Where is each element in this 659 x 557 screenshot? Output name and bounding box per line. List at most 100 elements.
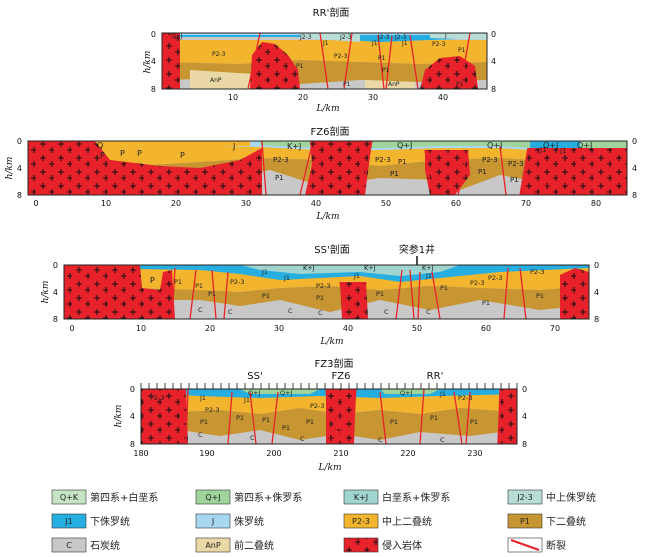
unit-label: P1 <box>378 55 386 62</box>
unit-label: Q+J <box>397 141 412 150</box>
legend-label: 下二叠统 <box>546 515 586 528</box>
y-tick-label: 4 <box>632 164 637 173</box>
unit-label: P1 <box>390 418 398 426</box>
unit-label: P <box>100 151 105 160</box>
legend-item-j23: J2-3 中上侏罗统 <box>507 489 596 505</box>
legend-item-p23: P2-3 中上二叠统 <box>343 513 432 529</box>
x-tick-label: 180 <box>133 449 148 458</box>
unit-label: P2-3 <box>273 156 289 164</box>
x-tick-label: 70 <box>521 199 531 208</box>
y-tick-label: 8 <box>151 85 156 94</box>
unit-label: AnP <box>388 81 400 88</box>
y-tick-label: 4 <box>53 288 58 297</box>
axes: 0 4 8 0 4 8 10 20 30 40 L/km h/km <box>143 30 496 114</box>
y-tick-label: 8 <box>632 191 637 200</box>
unit-label: C <box>198 306 203 314</box>
unit-label: Q+J <box>171 33 183 40</box>
legend-symbol: Q+K <box>60 493 79 502</box>
legend-symbol: Q+J <box>205 493 220 502</box>
unit-label: J1 <box>243 396 250 404</box>
unit-label: P1 <box>275 174 284 182</box>
unit-label: K+J <box>303 264 315 272</box>
unit-label: P2-3 <box>482 156 498 164</box>
unit-label: J1 <box>559 147 567 155</box>
unit-label: C <box>426 308 431 316</box>
unit-label: P1 <box>262 292 270 300</box>
legend-label: 中上二叠统 <box>382 515 432 528</box>
y-tick-label: 8 <box>53 315 58 324</box>
y-axis-label: h/km <box>41 281 51 304</box>
legend-symbol: J2-3 <box>516 493 532 502</box>
unit-label: P1 <box>458 47 466 54</box>
unit-label: P1 <box>382 67 390 74</box>
x-tick-label: 0 <box>33 199 38 208</box>
well-label: 突参1井 <box>399 243 435 256</box>
y-tick-label: 0 <box>594 261 599 270</box>
x-axis-label: L/km <box>320 337 344 347</box>
unit-label: C <box>288 307 293 315</box>
x-tick-label: 50 <box>381 199 391 208</box>
x-tick-label: 10 <box>228 93 238 102</box>
legend-item-intrusive: 侵入岩体 <box>343 537 422 553</box>
unit-label: K+J <box>287 142 301 151</box>
legend-label: 中上侏罗统 <box>546 491 596 504</box>
y-tick-label: 0 <box>130 385 135 394</box>
section-title: FZ6剖面 <box>311 125 350 138</box>
legend-item-kj: K+J 白垩系+侏罗系 <box>343 489 450 505</box>
legend-item-j1: J1 下侏罗统 <box>51 513 130 529</box>
legend-label: 前二叠统 <box>234 539 274 552</box>
legend-label: 断裂 <box>546 539 566 552</box>
unit-label: P1 <box>208 290 216 298</box>
unit-label: Q+J <box>577 141 592 150</box>
x-tick-label: 20 <box>171 199 181 208</box>
x-tick-label: 40 <box>438 93 448 102</box>
y-tick-label: 4 <box>491 57 496 66</box>
y-axis-label: h/km <box>114 405 124 428</box>
unit-label: P1 <box>343 81 351 88</box>
x-tick-label: 40 <box>343 324 353 333</box>
x-tick-label: 20 <box>205 324 215 333</box>
section-fz3: FZ3剖面 SS' FZ6 RR' P2-3 J1 J1 Q+J Q+ <box>114 357 527 473</box>
unit-label: C <box>318 309 323 317</box>
x-axis-label: L/km <box>316 104 340 114</box>
unit-label: P1 <box>296 63 304 70</box>
unit-label: P2-3 <box>316 282 331 290</box>
unit-label: J1 <box>322 40 329 47</box>
section-fz6: FZ6剖面 Q P P P P J K+J Q+J <box>5 125 637 222</box>
unit-label: K+J <box>422 264 434 272</box>
y-tick-label: 4 <box>151 57 156 66</box>
unit-label: P1 <box>376 290 384 298</box>
unit-label: P2-3 <box>375 156 391 164</box>
unit-label: J1 <box>539 146 547 154</box>
unit-label: P1 <box>236 414 244 422</box>
legend-symbol: AnP <box>205 541 221 550</box>
unit-label: P1 <box>195 282 203 290</box>
unit-label: J2-3 <box>394 34 407 41</box>
unit-label: P1 <box>482 299 490 307</box>
unit-label: J2-3 <box>377 34 390 41</box>
crossing-label: FZ6 <box>332 371 351 382</box>
unit-label: C <box>384 308 389 316</box>
legend-item-anp: AnP 前二叠统 <box>195 537 274 553</box>
unit-label: J2-3 <box>339 34 352 41</box>
legend-symbol: J1 <box>64 517 72 526</box>
x-tick-label: 210 <box>333 449 348 458</box>
unit-label: P2-3 <box>470 279 485 287</box>
unit-label: P <box>180 151 185 160</box>
unit-label: P1 <box>470 418 478 426</box>
unit-label: C <box>440 436 445 444</box>
y-tick-label: 8 <box>491 85 496 94</box>
section-body <box>140 388 518 445</box>
axes: 0 4 8 0 4 8 0 10 20 30 40 50 60 70 80 L/… <box>5 137 637 222</box>
x-tick-label: 40 <box>311 199 321 208</box>
section-title: SS'剖面 <box>314 243 349 256</box>
y-tick-label: 0 <box>632 137 637 146</box>
x-tick-label: 230 <box>467 449 482 458</box>
x-tick-label: 0 <box>69 324 74 333</box>
y-tick-label: 8 <box>17 191 22 200</box>
x-tick-label: 30 <box>241 199 251 208</box>
unit-label: P2-3 <box>310 402 325 410</box>
unit-label: P1 <box>478 168 487 176</box>
section-body <box>161 32 488 90</box>
